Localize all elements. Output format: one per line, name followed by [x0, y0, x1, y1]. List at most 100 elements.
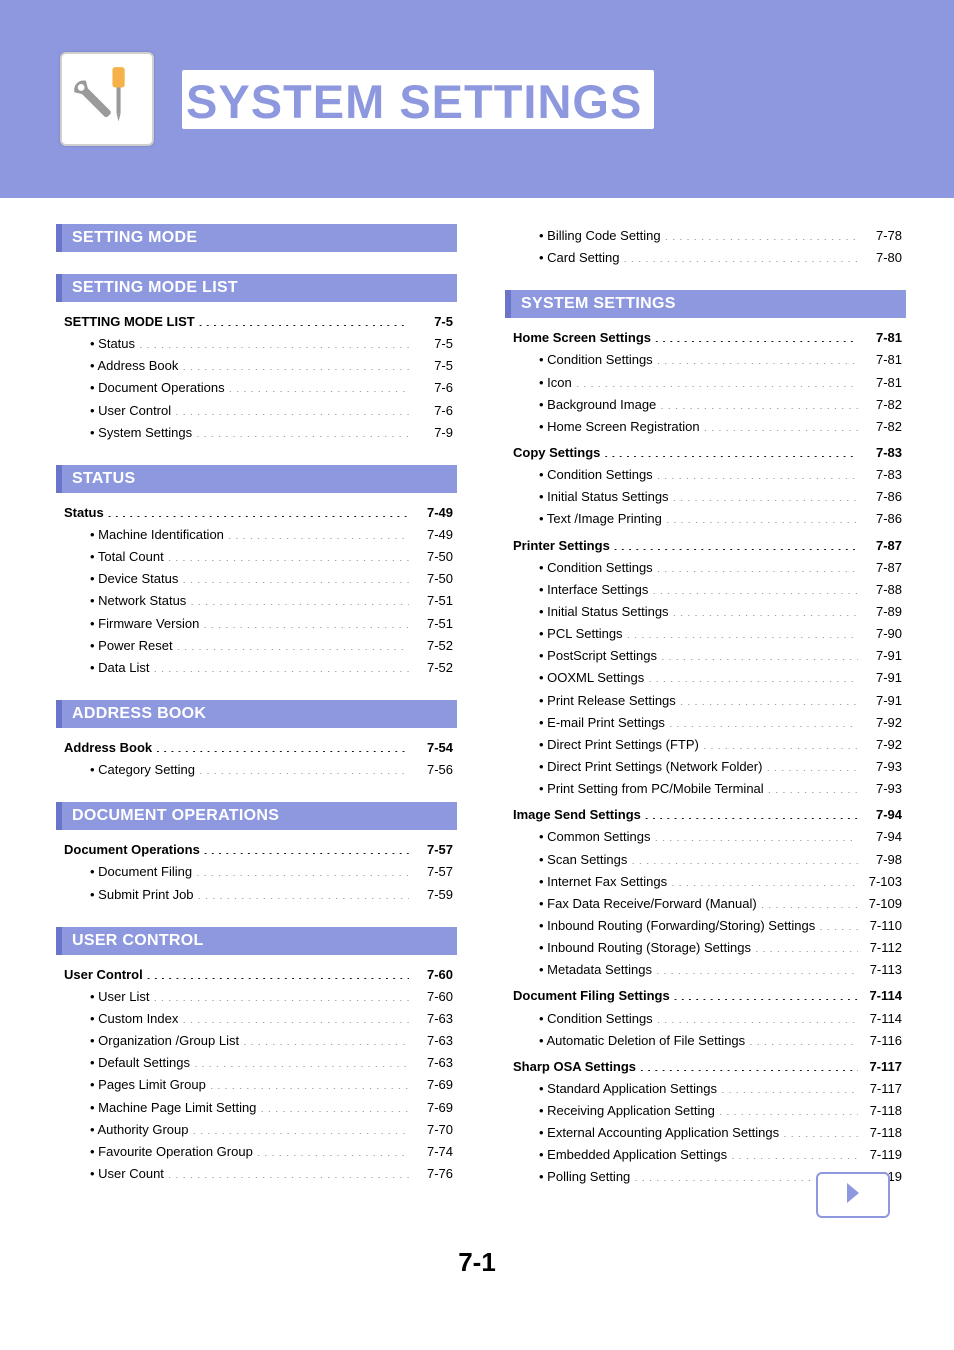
toc-item-label: • E-mail Print Settings	[513, 713, 667, 733]
next-page-button[interactable]	[816, 1172, 890, 1218]
toc-item-row[interactable]: • User List7-60	[64, 987, 453, 1007]
toc-item-page: 7-93	[862, 757, 902, 777]
toc-heading-row[interactable]: Printer Settings7-87	[513, 536, 902, 556]
toc-item-page: 7-90	[862, 624, 902, 644]
toc-item-row[interactable]: • Custom Index7-63	[64, 1009, 453, 1029]
toc-item-row[interactable]: • Address Book7-5	[64, 356, 453, 376]
toc-item-row[interactable]: • Initial Status Settings7-86	[513, 487, 902, 507]
toc-item-row[interactable]: • Print Setting from PC/Mobile Terminal7…	[513, 779, 902, 799]
toc-item-row[interactable]: • E-mail Print Settings7-92	[513, 713, 902, 733]
toc-leader-dots	[190, 592, 409, 605]
toc-item-row[interactable]: • Firmware Version7-51	[64, 614, 453, 634]
toc-group: SETTING MODE LIST 7-5• Status7-5• Address…	[64, 312, 453, 443]
toc-item-row[interactable]: • Automatic Deletion of File Settings7-1…	[513, 1031, 902, 1051]
toc-item-row[interactable]: • Favourite Operation Group7-74	[64, 1142, 453, 1162]
toc-item-row[interactable]: • Machine Page Limit Setting7-69	[64, 1098, 453, 1118]
toc-item-row[interactable]: • Receiving Application Setting7-118	[513, 1101, 902, 1121]
toc-heading-row[interactable]: Home Screen Settings7-81	[513, 328, 902, 348]
toc-item-row[interactable]: • Fax Data Receive/Forward (Manual)7-109	[513, 894, 902, 914]
toc-heading-row[interactable]: Status7-49	[64, 503, 453, 523]
toc-item-page: 7-114	[862, 1009, 902, 1029]
toc-item-row[interactable]: • OOXML Settings7-91	[513, 668, 902, 688]
toc-item-label: • Firmware Version	[64, 614, 201, 634]
page-body: SETTING MODESETTING MODE LISTSETTING MOD…	[0, 198, 954, 1206]
toc-item-row[interactable]: • Data List7-52	[64, 658, 453, 678]
toc-heading-page: 7-5	[413, 312, 453, 332]
toc-item-row[interactable]: • Condition Settings7-114	[513, 1009, 902, 1029]
toc-item-row[interactable]: • Condition Settings7-83	[513, 465, 902, 485]
toc-heading-row[interactable]: Document Filing Settings7-114	[513, 986, 902, 1006]
toc-item-row[interactable]: • Home Screen Registration7-82	[513, 417, 902, 437]
toc-item-row[interactable]: • PostScript Settings7-91	[513, 646, 902, 666]
toc-item-row[interactable]: • Inbound Routing (Forwarding/Storing) S…	[513, 916, 902, 936]
toc-item-row[interactable]: • Billing Code Setting7-78	[513, 226, 902, 246]
toc-heading-row[interactable]: SETTING MODE LIST 7-5	[64, 312, 453, 332]
toc-item-row[interactable]: • Metadata Settings7-113	[513, 960, 902, 980]
toc-item-row[interactable]: • Document Operations7-6	[64, 378, 453, 398]
toc-item-row[interactable]: • Machine Identification7-49	[64, 525, 453, 545]
toc-item-row[interactable]: • Organization /Group List7-63	[64, 1031, 453, 1051]
toc-item-row[interactable]: • Category Setting7-56	[64, 760, 453, 780]
toc-item-page: 7-51	[413, 591, 453, 611]
toc-item-row[interactable]: • Standard Application Settings7-117	[513, 1079, 902, 1099]
toc-item-row[interactable]: • Total Count7-50	[64, 547, 453, 567]
toc-item-row[interactable]: • Condition Settings7-87	[513, 558, 902, 578]
toc-item-row[interactable]: • Direct Print Settings (Network Folder)…	[513, 757, 902, 777]
toc-item-row[interactable]: • Network Status7-51	[64, 591, 453, 611]
toc-heading-page: 7-117	[862, 1057, 902, 1077]
toc-item-page: 7-59	[413, 885, 453, 905]
toc-leader-dots	[704, 418, 858, 431]
toc-item-page: 7-119	[862, 1145, 902, 1165]
toc-heading-label: SETTING MODE LIST	[64, 312, 197, 332]
toc-item-row[interactable]: • Print Release Settings7-91	[513, 691, 902, 711]
toc-item-label: • Document Filing	[64, 862, 194, 882]
toc-item-label: • Initial Status Settings	[513, 487, 671, 507]
toc-item-row[interactable]: • Interface Settings7-88	[513, 580, 902, 600]
toc-item-label: • Metadata Settings	[513, 960, 654, 980]
toc-leader-dots	[182, 1010, 409, 1023]
toc-item-label: • Condition Settings	[513, 465, 655, 485]
toc-item-row[interactable]: • Device Status7-50	[64, 569, 453, 589]
toc-item-label: • Interface Settings	[513, 580, 650, 600]
toc-heading-row[interactable]: Sharp OSA Settings7-117	[513, 1057, 902, 1077]
toc-item-row[interactable]: • Scan Settings7-98	[513, 850, 902, 870]
toc-heading-row[interactable]: User Control7-60	[64, 965, 453, 985]
toc-leader-dots	[640, 1058, 858, 1071]
toc-heading-row[interactable]: Address Book7-54	[64, 738, 453, 758]
toc-item-row[interactable]: • Document Filing7-57	[64, 862, 453, 882]
toc-item-row[interactable]: • User Control7-6	[64, 401, 453, 421]
toc-item-label: • Document Operations	[64, 378, 227, 398]
toc-heading-row[interactable]: Document Operations7-57	[64, 840, 453, 860]
toc-item-row[interactable]: • Internet Fax Settings7-103	[513, 872, 902, 892]
toc-item-row[interactable]: • PCL Settings7-90	[513, 624, 902, 644]
toc-heading-row[interactable]: Copy Settings7-83	[513, 443, 902, 463]
toc-item-row[interactable]: • Initial Status Settings7-89	[513, 602, 902, 622]
toc-item-row[interactable]: • Icon7-81	[513, 373, 902, 393]
toc-item-label: • Direct Print Settings (FTP)	[513, 735, 701, 755]
toc-item-row[interactable]: • External Accounting Application Settin…	[513, 1123, 902, 1143]
toc-item-row[interactable]: • Direct Print Settings (FTP)7-92	[513, 735, 902, 755]
toc-item-page: 7-5	[413, 334, 453, 354]
toc-item-row[interactable]: • Status7-5	[64, 334, 453, 354]
toc-item-label: • Machine Identification	[64, 525, 226, 545]
toc-item-row[interactable]: • Common Settings7-94	[513, 827, 902, 847]
toc-item-row[interactable]: • Condition Settings7-81	[513, 350, 902, 370]
toc-item-row[interactable]: • User Count7-76	[64, 1164, 453, 1184]
toc-item-row[interactable]: • Authority Group7-70	[64, 1120, 453, 1140]
toc-item-row[interactable]: • Text /Image Printing7-86	[513, 509, 902, 529]
toc-item-row[interactable]: • Card Setting7-80	[513, 248, 902, 268]
toc-item-label: • Fax Data Receive/Forward (Manual)	[513, 894, 759, 914]
toc-item-row[interactable]: • Pages Limit Group7-69	[64, 1075, 453, 1095]
toc-item-row[interactable]: • Embedded Application Settings7-119	[513, 1145, 902, 1165]
toc-item-row[interactable]: • Power Reset7-52	[64, 636, 453, 656]
toc-heading-row[interactable]: Image Send Settings7-94	[513, 805, 902, 825]
toc-item-row[interactable]: • Submit Print Job7-59	[64, 885, 453, 905]
toc-item-row[interactable]: • Default Settings7-63	[64, 1053, 453, 1073]
toc-leader-dots	[623, 249, 858, 262]
toc-item-row[interactable]: • System Settings7-9	[64, 423, 453, 443]
toc-item-page: 7-56	[413, 760, 453, 780]
toc-item-row[interactable]: • Inbound Routing (Storage) Settings7-11…	[513, 938, 902, 958]
toc-item-label: • Billing Code Setting	[513, 226, 663, 246]
toc-item-label: • Print Release Settings	[513, 691, 678, 711]
toc-item-row[interactable]: • Background Image7-82	[513, 395, 902, 415]
